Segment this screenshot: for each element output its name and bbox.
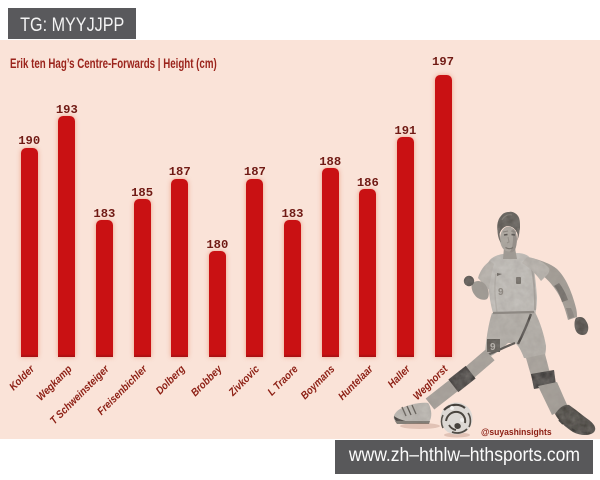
svg-text:9: 9	[490, 342, 496, 353]
svg-text:9: 9	[498, 287, 504, 298]
